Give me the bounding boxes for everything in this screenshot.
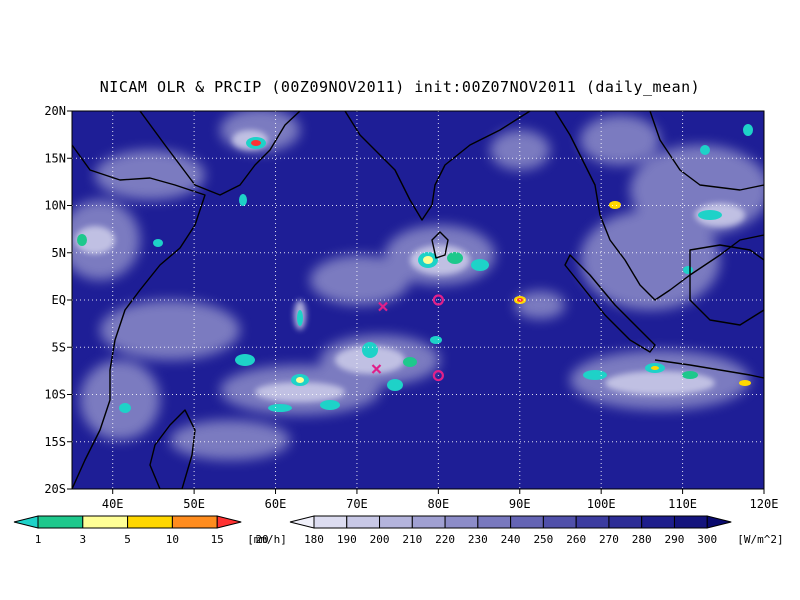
lat-tick-label: EQ (52, 293, 66, 307)
colorbar-level-label: 3 (79, 533, 86, 546)
lon-tick-label: 120E (750, 497, 779, 511)
colorbar-cell (411, 515, 446, 529)
lat-tick-label: 15N (44, 151, 66, 165)
lon-tick-label: 110E (668, 497, 697, 511)
lat-tick-label: 20N (44, 104, 66, 118)
colorbar-cell (641, 515, 675, 529)
map-plot-area (72, 111, 764, 489)
colorbar-cell (346, 515, 381, 529)
lat-tick-label: 20S (44, 482, 66, 496)
colorbar-level-label: 290 (665, 533, 685, 546)
lon-axis: 40E 50E 60E 70E 80E 90E 100E 110E 120E (102, 489, 779, 511)
philippines-indochina-coastline (649, 111, 764, 191)
east-africa-coastline (72, 144, 206, 489)
colorbar-level-label: 180 (304, 533, 324, 546)
olr-colorbar: 180 190 200 210 220 230 240 250 260 270 280 290 300 [… (289, 515, 784, 546)
lat-tick-label: 5S (52, 340, 66, 354)
lat-axis: 20N 15N 10N 5N EQ 5S 10S 15S 20S (44, 104, 72, 496)
colorbar-cell (37, 515, 84, 529)
colorbar-level-label: 240 (501, 533, 521, 546)
x-marker (378, 301, 388, 312)
india-coastline (344, 111, 531, 221)
sri-lanka-coastline (431, 231, 449, 259)
map-title: NICAM OLR & PRCIP (00Z09NOV2011) init:00… (99, 78, 701, 96)
coastlines (72, 111, 764, 489)
colorbar-level-label: 200 (370, 533, 390, 546)
southeast-asia-coastline (554, 111, 764, 301)
colorbar-level-label: 10 (166, 533, 179, 546)
colorbar-cell (608, 515, 643, 529)
colorbar-arrow-right (706, 515, 732, 529)
circle-marker (432, 294, 444, 306)
x-marker (371, 364, 382, 374)
java-coastline (654, 359, 764, 379)
colorbar-level-label: 250 (533, 533, 553, 546)
lon-tick-label: 50E (183, 497, 205, 511)
colorbar-level-label: 230 (468, 533, 488, 546)
lon-tick-label: 40E (102, 497, 124, 511)
colorbar-level-label: 5 (124, 533, 131, 546)
lat-tick-label: 5N (52, 246, 66, 260)
colorbar-arrow-right (216, 515, 242, 529)
colorbar-cell (673, 515, 708, 529)
colorbar-level-label: 280 (632, 533, 652, 546)
colorbar-level-label: 15 (211, 533, 224, 546)
precip-patches (77, 124, 753, 413)
colorbar-level-label: 270 (599, 533, 619, 546)
lon-tick-label: 80E (428, 497, 450, 511)
markers (371, 294, 444, 382)
colorbar-unit-label: [mm/h] (247, 533, 287, 546)
colorbar-cell (313, 515, 348, 529)
colorbar-cell (542, 515, 577, 529)
precip-colorbar: 1 3 5 10 15 20[mm/h] (13, 515, 287, 546)
borneo-coastline (689, 244, 764, 326)
colorbar-level-label: 300 (697, 533, 717, 546)
colorbar-level-label: 210 (402, 533, 422, 546)
colorbar-cell (127, 515, 173, 529)
colorbar-unit-label: [W/m^2] (737, 533, 783, 546)
colorbar-level-label: 20 (255, 533, 268, 546)
africa-arabia-coastline (139, 111, 301, 196)
colorbar-cell (444, 515, 479, 529)
colorbar-cell (171, 515, 218, 529)
lon-tick-label: 70E (346, 497, 368, 511)
colorbar-level-label: 260 (566, 533, 586, 546)
colorbar-arrow-left (289, 515, 315, 529)
colorbar-cell (82, 515, 129, 529)
colorbar-cell (575, 515, 610, 529)
colorbar-level-label: 1 (35, 533, 42, 546)
madagascar-coastline (149, 409, 196, 489)
lon-tick-label: 90E (509, 497, 531, 511)
colorbar-cell (477, 515, 512, 529)
sumatra-coastline (564, 254, 656, 353)
colorbar-level-label: 190 (337, 533, 357, 546)
gridlines (72, 111, 764, 489)
colorbar-cell (510, 515, 544, 529)
colorbar-cell (379, 515, 413, 529)
lat-tick-label: 10N (44, 199, 66, 213)
circle-marker (432, 370, 444, 382)
lat-tick-label: 15S (44, 435, 66, 449)
colorbar-arrow-left (13, 515, 39, 529)
lon-tick-label: 100E (587, 497, 616, 511)
lat-tick-label: 10S (44, 388, 66, 402)
lon-tick-label: 60E (265, 497, 287, 511)
colorbar-level-label: 220 (435, 533, 455, 546)
